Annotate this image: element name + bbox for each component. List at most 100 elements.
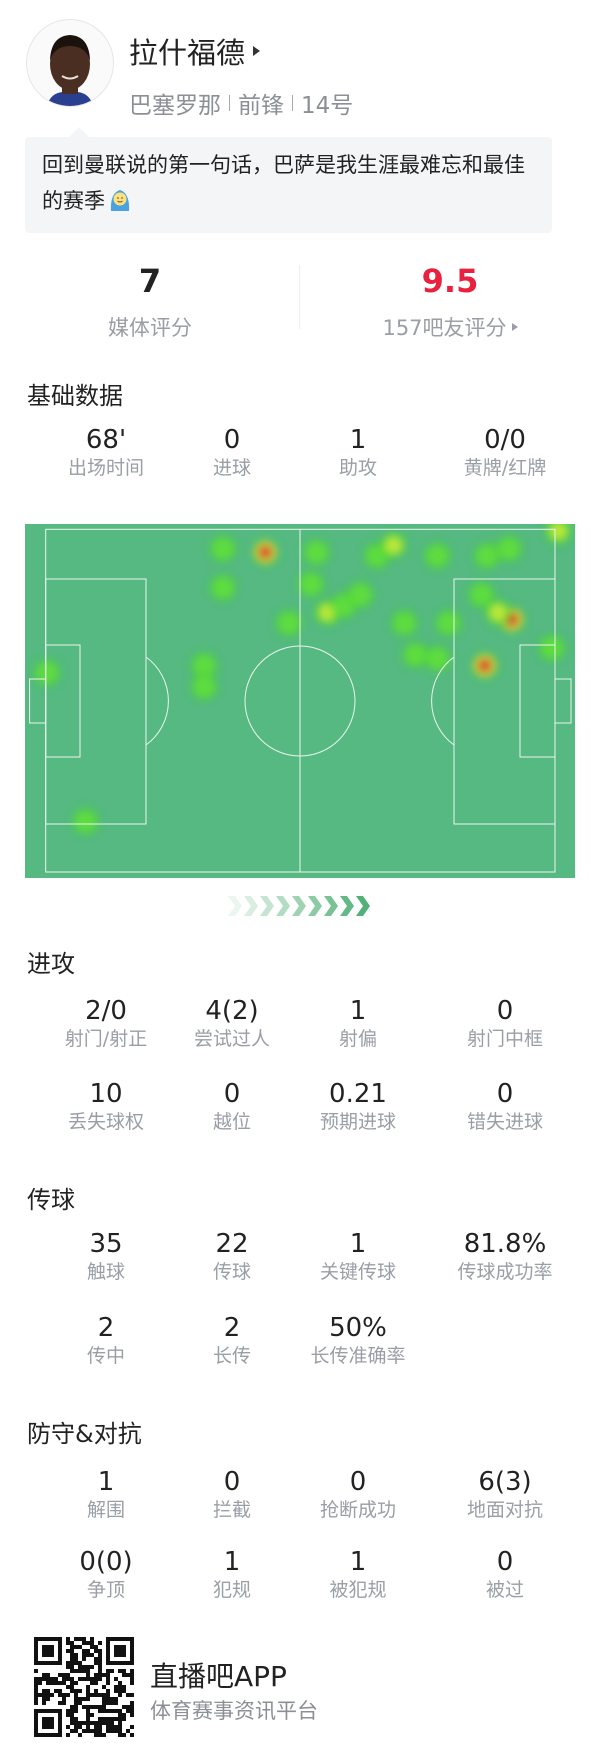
chevron-right-icon bbox=[260, 896, 274, 916]
heatmap-pitch bbox=[25, 524, 575, 878]
stat-item: 0.21 预期进球 bbox=[293, 1079, 423, 1135]
stat-value: 81.8% bbox=[463, 1229, 547, 1259]
heatmap-point bbox=[301, 537, 332, 568]
stat-item: 1 解围 bbox=[41, 1467, 171, 1523]
stat-label: 射门/射正 bbox=[64, 1028, 148, 1050]
stat-value: 0 bbox=[223, 1079, 241, 1109]
stat-label: 长传 bbox=[212, 1345, 251, 1367]
media-rating: 7 媒体评分 bbox=[0, 262, 300, 342]
pitch-lines bbox=[29, 528, 572, 873]
stat-label: 长传准确率 bbox=[310, 1345, 406, 1367]
stat-value: 1 bbox=[349, 996, 367, 1026]
stat-value: 0 bbox=[496, 1547, 514, 1577]
right-goal bbox=[554, 678, 572, 724]
stat-item: 68' 出场时间 bbox=[41, 425, 171, 481]
chevron-right-icon bbox=[356, 896, 370, 916]
heatmap-point bbox=[422, 643, 453, 674]
chevron-right-icon bbox=[244, 896, 258, 916]
stat-label: 射门中框 bbox=[466, 1028, 543, 1050]
stat-item: 0 拦截 bbox=[167, 1467, 297, 1523]
stat-item: 6(3) 地面对抗 bbox=[440, 1467, 570, 1523]
attack-direction-arrows bbox=[228, 896, 370, 916]
section-title-basic: 基础数据 bbox=[27, 382, 123, 410]
stat-item: 0/0 黄牌/红牌 bbox=[440, 425, 570, 481]
player-name: 拉什福德 bbox=[129, 36, 246, 70]
section-title-passing: 传球 bbox=[27, 1186, 75, 1214]
media-rating-value: 7 bbox=[138, 262, 162, 300]
app-name: 直播吧APP bbox=[150, 1660, 287, 1693]
heatmap-point bbox=[389, 608, 420, 639]
chevron-right-icon bbox=[340, 896, 354, 916]
stat-item: 50% 长传准确率 bbox=[293, 1313, 423, 1369]
stat-value: 0 bbox=[496, 1079, 514, 1109]
stat-item: 0 进球 bbox=[167, 425, 297, 481]
stat-label: 被过 bbox=[485, 1579, 524, 1601]
divider bbox=[292, 95, 293, 111]
stat-value: 10 bbox=[89, 1079, 123, 1109]
stat-value: 0 bbox=[223, 425, 241, 455]
stat-value: 0 bbox=[496, 996, 514, 1026]
player-avatar[interactable] bbox=[26, 19, 114, 107]
heatmap-point bbox=[189, 650, 220, 681]
stat-value: 50% bbox=[329, 1313, 387, 1343]
heatmap-point bbox=[378, 530, 409, 561]
stat-value: 0 bbox=[223, 1467, 241, 1497]
stat-value: 2 bbox=[223, 1313, 241, 1343]
heatmap-point bbox=[208, 572, 238, 603]
fan-rating[interactable]: 9.5 157吧友评分 bbox=[300, 262, 600, 342]
stat-value: 35 bbox=[89, 1229, 123, 1259]
stat-item: 0 被过 bbox=[440, 1547, 570, 1603]
caret-right-icon bbox=[253, 46, 261, 56]
stat-label: 助攻 bbox=[338, 457, 377, 479]
player-photo bbox=[47, 35, 93, 106]
chevron-right-icon bbox=[324, 896, 338, 916]
stat-item: 2 长传 bbox=[167, 1313, 297, 1369]
player-team: 巴塞罗那 bbox=[129, 93, 221, 119]
stat-value: 1 bbox=[223, 1547, 241, 1577]
heatmap-point bbox=[70, 806, 101, 837]
stat-label: 关键传球 bbox=[319, 1261, 396, 1283]
stat-label: 争顶 bbox=[86, 1579, 125, 1601]
stat-label: 传球成功率 bbox=[457, 1261, 553, 1283]
stat-item: 1 助攻 bbox=[293, 425, 423, 481]
stat-item: 2 传中 bbox=[41, 1313, 171, 1369]
chevron-right-icon bbox=[228, 896, 242, 916]
stat-value: 1 bbox=[349, 425, 367, 455]
heatmap-point bbox=[494, 533, 524, 564]
stat-item: 0 错失进球 bbox=[440, 1079, 570, 1135]
section-title-defense: 防守&对抗 bbox=[27, 1420, 142, 1448]
right-penalty-arc bbox=[431, 656, 455, 746]
heatmap-point bbox=[483, 597, 513, 628]
heatmap-point bbox=[208, 533, 238, 564]
heatmap-point bbox=[536, 632, 567, 663]
stat-label: 进球 bbox=[212, 457, 251, 479]
stat-item: 0 越位 bbox=[167, 1079, 297, 1135]
left-penalty-arc bbox=[145, 656, 169, 746]
rating-divider bbox=[299, 265, 300, 329]
stat-value: 22 bbox=[215, 1229, 249, 1259]
stat-item: 0 抢断成功 bbox=[293, 1467, 423, 1523]
stat-value: 2/0 bbox=[85, 996, 127, 1026]
qr-code[interactable] bbox=[34, 1637, 134, 1737]
stat-value: 0(0) bbox=[79, 1547, 133, 1577]
stat-label: 黄牌/红牌 bbox=[463, 457, 547, 479]
section-title-attack: 进攻 bbox=[27, 950, 75, 978]
stat-item: 2/0 射门/射正 bbox=[41, 996, 171, 1052]
heatmap-point bbox=[32, 657, 62, 688]
heatmap-point bbox=[189, 671, 220, 702]
stat-label: 错失进球 bbox=[466, 1111, 543, 1133]
stat-value: 1 bbox=[97, 1467, 115, 1497]
stat-label: 尝试过人 bbox=[193, 1028, 270, 1050]
stat-item: 1 被犯规 bbox=[293, 1547, 423, 1603]
stat-item: 0(0) 争顶 bbox=[41, 1547, 171, 1603]
player-meta: 巴塞罗那 前锋 14号 bbox=[129, 86, 353, 120]
stat-label: 射偏 bbox=[338, 1028, 377, 1050]
stat-label: 预期进球 bbox=[319, 1111, 396, 1133]
heatmap-point bbox=[345, 579, 376, 610]
player-name-link[interactable]: 拉什福德 bbox=[129, 30, 261, 72]
stat-label: 丢失球权 bbox=[67, 1111, 144, 1133]
stat-item: 10 丢失球权 bbox=[41, 1079, 171, 1135]
quote-bubble: 回到曼联说的第一句话，巴萨是我生涯最难忘和最佳的赛季 bbox=[25, 127, 552, 233]
stat-value: 0/0 bbox=[484, 425, 526, 455]
stat-value: 68' bbox=[85, 425, 127, 455]
